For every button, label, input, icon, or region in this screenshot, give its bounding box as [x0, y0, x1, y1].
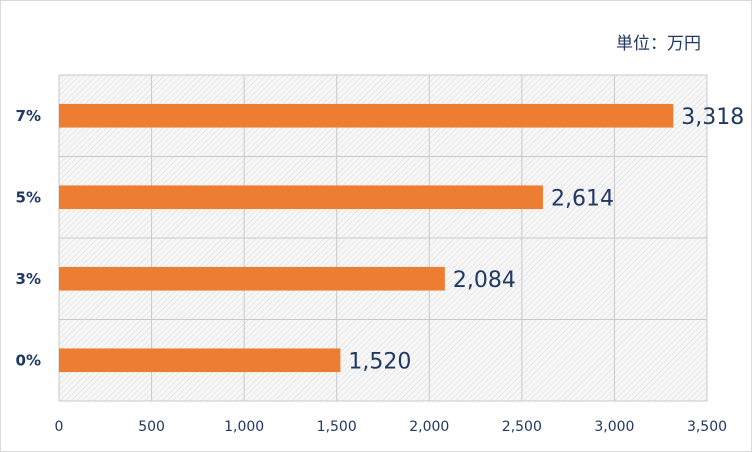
bar	[59, 103, 674, 128]
bar	[59, 185, 543, 210]
category-label: 3%	[16, 270, 41, 288]
data-label: 2,614	[551, 186, 614, 211]
gridlines	[58, 74, 708, 402]
bar	[59, 348, 341, 373]
x-tick-label: 3,000	[594, 419, 634, 435]
x-tick-label: 1,000	[224, 419, 264, 435]
data-label: 1,520	[348, 349, 411, 374]
data-label: 3,318	[681, 105, 744, 130]
x-tick-label: 2,500	[502, 419, 542, 435]
x-tick-label: 500	[138, 419, 165, 435]
unit-label: 単位：万円	[616, 34, 701, 54]
x-tick-label: 2,000	[409, 419, 449, 435]
category-label: 7%	[16, 107, 41, 125]
x-tick-label: 0	[55, 419, 64, 435]
category-label: 0%	[16, 351, 41, 369]
labels: 0 500 1,000 1,500 2,000 2,500 3,000 3,500 7% 3,31…	[16, 105, 745, 435]
x-tick-label: 3,500	[687, 419, 727, 435]
data-label: 2,084	[453, 268, 516, 293]
category-label: 5%	[16, 188, 41, 206]
x-tick-label: 1,500	[317, 419, 357, 435]
bar	[59, 266, 445, 291]
bars	[59, 103, 674, 373]
